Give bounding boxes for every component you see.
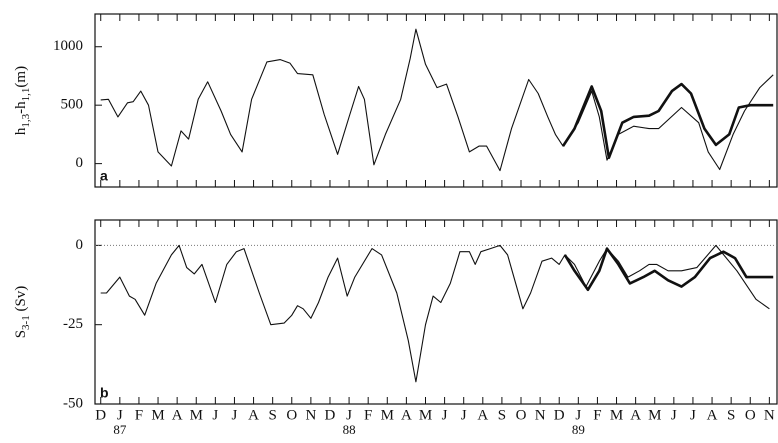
- x-tick-label: M: [648, 407, 661, 423]
- y-tick-label: 1000: [53, 38, 83, 54]
- x-tick-label: F: [593, 407, 601, 423]
- x-tick-label: O: [745, 407, 756, 423]
- x-tick-label: S: [727, 407, 735, 423]
- x-tick-label: S: [498, 407, 506, 423]
- x-tick-label: M: [190, 407, 203, 423]
- panel-label: b: [100, 385, 109, 401]
- y-axis-label-part: -h: [13, 101, 29, 114]
- x-tick-label: O: [286, 407, 297, 423]
- y-axis-label: h1,3-h1,1(m): [13, 66, 31, 135]
- y-axis-label-part: h: [13, 127, 29, 135]
- x-tick-label: M: [381, 407, 394, 423]
- x-tick-label: N: [535, 407, 546, 423]
- x-tick-label: O: [516, 407, 527, 423]
- x-tick-label: D: [95, 407, 106, 423]
- x-tick-label: D: [554, 407, 565, 423]
- x-tick-label: A: [707, 407, 718, 423]
- x-tick-label: J: [212, 407, 218, 423]
- year-label: 88: [343, 422, 356, 437]
- x-tick-label: J: [232, 407, 238, 423]
- x-tick-label: A: [477, 407, 488, 423]
- x-tick-label: M: [419, 407, 432, 423]
- data-line: [563, 247, 774, 292]
- x-tick-label: F: [364, 407, 372, 423]
- x-tick-label: F: [135, 407, 143, 423]
- y-axis-label-part: (Sv): [13, 286, 29, 316]
- x-tick-label: A: [630, 407, 641, 423]
- year-label: 89: [572, 422, 585, 437]
- x-tick-label: M: [610, 407, 623, 423]
- x-tick-label: J: [671, 407, 677, 423]
- x-tick-label: J: [442, 407, 448, 423]
- y-tick-label: 0: [76, 155, 84, 171]
- y-tick-label: 0: [76, 237, 84, 253]
- y-axis-label-part: 3-1: [20, 315, 32, 330]
- data-line: [100, 28, 774, 172]
- x-tick-label: J: [117, 407, 123, 423]
- y-axis-label-part: (m): [13, 66, 29, 88]
- x-tick-label: J: [690, 407, 696, 423]
- x-tick-label: J: [346, 407, 352, 423]
- data-line: [100, 244, 770, 383]
- x-tick-label: N: [764, 407, 775, 423]
- y-axis-label: S3-1 (Sv): [13, 286, 31, 339]
- x-tick-label: S: [268, 407, 276, 423]
- x-tick-label: J: [461, 407, 467, 423]
- x-tick-label: N: [305, 407, 316, 423]
- x-tick-label: A: [401, 407, 412, 423]
- plot-frame: [94, 219, 778, 405]
- y-axis-label-part: 1,1: [20, 88, 32, 102]
- y-tick-label: -50: [63, 395, 83, 411]
- x-tick-label: A: [172, 407, 183, 423]
- data-line: [561, 82, 774, 160]
- panel-label: a: [100, 168, 108, 184]
- y-tick-label: -25: [63, 316, 83, 332]
- year-label: 87: [113, 422, 127, 437]
- y-axis-label-part: S: [13, 330, 29, 338]
- x-tick-label: D: [325, 407, 336, 423]
- y-axis-label-part: 1,3: [20, 113, 32, 127]
- x-tick-label: J: [575, 407, 581, 423]
- plot-frame: [94, 13, 778, 188]
- y-tick-label: 500: [61, 97, 84, 113]
- x-tick-label: A: [248, 407, 259, 423]
- x-tick-label: M: [151, 407, 164, 423]
